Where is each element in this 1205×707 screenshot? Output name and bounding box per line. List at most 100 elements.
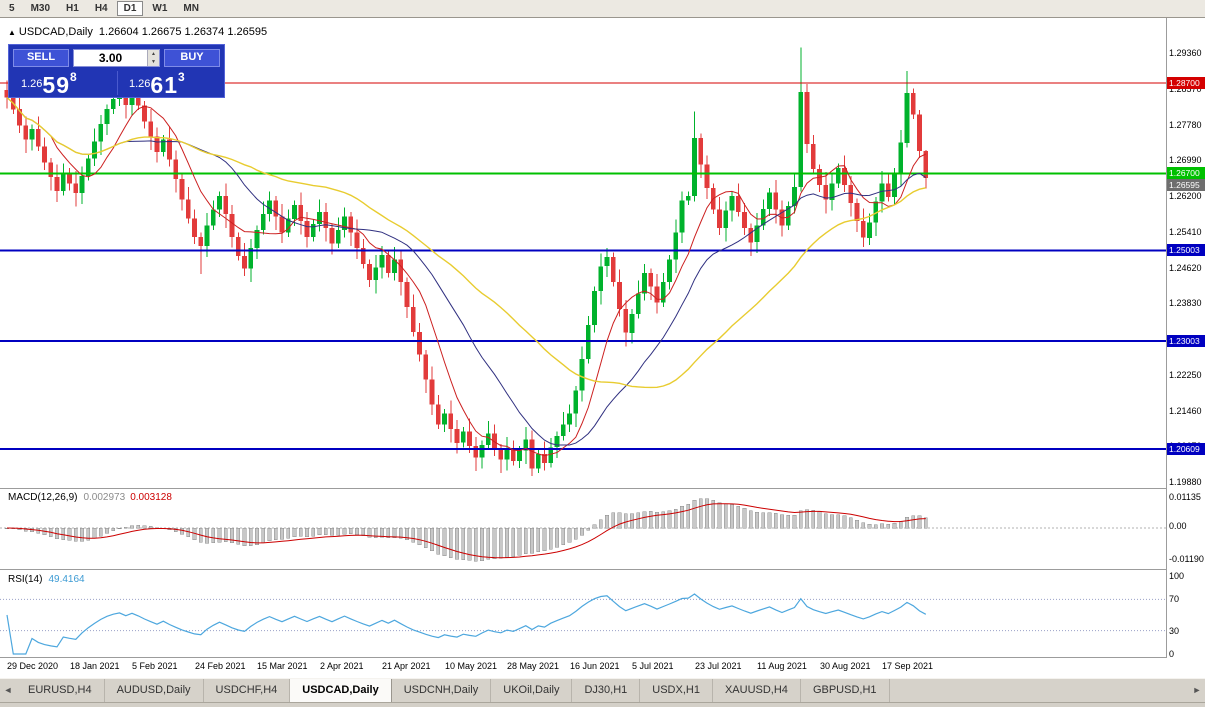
date-axis-label: 21 Apr 2021 <box>382 661 431 671</box>
volume-value[interactable]: 3.00 <box>98 51 123 65</box>
tabs-scroll-left-button[interactable]: ◄ <box>3 685 13 695</box>
rsi-indicator-label: RSI(14) 49.4164 <box>8 574 85 585</box>
date-axis-label: 15 Mar 2021 <box>257 661 308 671</box>
price-axis-label: 1.26200 <box>1169 191 1202 201</box>
chart-tab-xauusd[interactable]: XAUUSD,H4 <box>713 679 801 702</box>
macd-axis-label: 0.01135 <box>1169 492 1201 502</box>
candles-layer <box>4 47 929 476</box>
current-bid-tag: 1.26595 <box>1167 179 1205 191</box>
date-axis-label: 23 Jul 2021 <box>695 661 742 671</box>
price-axis-label: 1.26990 <box>1169 155 1202 165</box>
date-axis-label: 28 May 2021 <box>507 661 560 671</box>
time-axis[interactable] <box>0 658 1166 678</box>
moving-averages-layer <box>6 96 927 457</box>
date-axis-label: 18 Jan 2021 <box>70 661 120 671</box>
price-line-tag: 1.25003 <box>1167 244 1205 256</box>
tabs-scroll-right-button[interactable]: ► <box>1192 685 1202 695</box>
period-button-h4[interactable]: H4 <box>94 3 108 14</box>
one-click-trading-panel: SELL 3.00 ▲ ▼ BUY 1.26598 1.26613 <box>8 44 225 98</box>
status-bar <box>0 702 1205 707</box>
volume-down-icon[interactable]: ▼ <box>148 58 159 66</box>
macd-name: MACD(12,26,9) <box>8 492 78 503</box>
date-axis-label: 17 Sep 2021 <box>882 661 934 671</box>
price-axis-label: 1.23830 <box>1169 298 1202 308</box>
buy-button[interactable]: BUY <box>164 49 220 67</box>
chart-symbol-title: USDCAD,Daily <box>18 26 93 38</box>
date-axis-label: 16 Jun 2021 <box>570 661 620 671</box>
period-button-h1[interactable]: H1 <box>66 3 79 14</box>
price-axis-label: 1.19880 <box>1169 477 1202 487</box>
price-axis-label: 1.22250 <box>1169 370 1202 380</box>
bid-big-digits: 59 <box>42 72 71 98</box>
chart-tab-ukoil[interactable]: UKOil,Daily <box>491 679 573 702</box>
volume-stepper[interactable]: 3.00 ▲ ▼ <box>73 49 160 67</box>
chart-tab-bar: ◄ EURUSD,H4 AUDUSD,Daily USDCHF,H4 USDCAD,D… <box>0 678 1205 702</box>
price-line-tag: 1.20609 <box>1167 443 1205 455</box>
date-axis-label: 11 Aug 2021 <box>757 661 807 671</box>
ask-prefix: 1.26 <box>129 78 151 90</box>
up-triangle-icon: ▲ <box>8 28 16 37</box>
macd-histogram <box>5 498 928 562</box>
pane-separator[interactable] <box>0 657 1205 658</box>
quote-divider <box>117 71 118 95</box>
macd-axis-label: 0.00 <box>1169 521 1187 531</box>
horizontal-lines-layer <box>0 82 1166 451</box>
period-button-5[interactable]: 5 <box>9 3 15 14</box>
bid-price: 1.26598 <box>21 70 77 99</box>
chart-window[interactable]: ▲ USDCAD,Daily 1.26604 1.26675 1.26374 1.2… <box>0 18 1205 678</box>
period-button-d1[interactable]: D1 <box>116 1 144 16</box>
chart-tab-usdcnh[interactable]: USDCNH,Daily <box>392 679 492 702</box>
volume-up-icon[interactable]: ▲ <box>148 50 159 58</box>
ma-20-line <box>6 97 927 446</box>
sell-button[interactable]: SELL <box>13 49 69 67</box>
chart-tab-usdx[interactable]: USDX,H1 <box>640 679 713 702</box>
chart-tab-dj30[interactable]: DJ30,H1 <box>572 679 641 702</box>
macd-main-value: 0.002973 <box>83 492 126 503</box>
macd-indicator-label: MACD(12,26,9) 0.002973 0.003128 <box>8 492 172 503</box>
period-button-mn[interactable]: MN <box>183 3 199 14</box>
ask-pip-digit: 3 <box>178 70 185 84</box>
macd-indicator-canvas[interactable] <box>0 489 1166 569</box>
price-line-tag: 1.28700 <box>1167 77 1205 89</box>
rsi-name: RSI(14) <box>8 574 43 585</box>
chart-ohlc-values: 1.26604 1.26675 1.26374 1.26595 <box>98 26 268 38</box>
period-button-w1[interactable]: W1 <box>152 3 168 14</box>
pane-separator[interactable] <box>0 569 1205 570</box>
date-axis-label: 29 Dec 2020 <box>7 661 59 671</box>
date-axis-label: 5 Feb 2021 <box>132 661 178 671</box>
pane-separator[interactable] <box>0 488 1205 489</box>
chart-tab-audusd[interactable]: AUDUSD,Daily <box>105 679 204 702</box>
price-axis-label: 1.27780 <box>1169 120 1202 130</box>
period-toolbar: 5 M30 H1 H4 D1 W1 MN <box>0 0 1205 18</box>
price-line-tag: 1.26700 <box>1167 167 1205 179</box>
ma-40-line <box>6 96 926 389</box>
rsi-axis-label: 0 <box>1169 649 1175 659</box>
date-axis-label: 5 Jul 2021 <box>632 661 674 671</box>
chart-tab-usdchf[interactable]: USDCHF,H4 <box>204 679 291 702</box>
rsi-axis-label: 30 <box>1169 626 1180 636</box>
chart-tab-usdcad[interactable]: USDCAD,Daily <box>290 679 392 702</box>
macd-signal-line <box>6 503 926 559</box>
chart-tab-gbpusd[interactable]: GBPUSD,H1 <box>801 679 890 702</box>
ask-big-digits: 61 <box>150 72 179 98</box>
price-line-tag: 1.23003 <box>1167 335 1205 347</box>
price-axis-label: 1.28570 <box>1169 84 1202 94</box>
macd-axis-label: -0.01190 <box>1169 554 1204 564</box>
bid-pip-digit: 8 <box>70 70 77 84</box>
price-axis-label: 1.24620 <box>1169 263 1202 273</box>
price-axis-label: 1.29360 <box>1169 48 1202 58</box>
chart-tab-eurusd[interactable]: EURUSD,H4 <box>16 679 105 702</box>
rsi-line <box>6 593 927 655</box>
quote-display: 1.26598 1.26613 <box>9 69 224 99</box>
rsi-value: 49.4164 <box>48 574 85 585</box>
rsi-axis-label: 70 <box>1169 594 1180 604</box>
ask-price: 1.26613 <box>129 70 185 99</box>
period-button-m30[interactable]: M30 <box>30 3 51 14</box>
rsi-indicator-canvas[interactable] <box>0 570 1166 657</box>
rsi-axis-label: 100 <box>1169 571 1185 581</box>
macd-signal-value: 0.003128 <box>130 492 172 503</box>
date-axis-label: 10 May 2021 <box>445 661 498 671</box>
date-axis-label: 24 Feb 2021 <box>195 661 246 671</box>
chart-ohlc-readout: ▲ USDCAD,Daily 1.26604 1.26675 1.26374 1.2… <box>8 26 267 38</box>
